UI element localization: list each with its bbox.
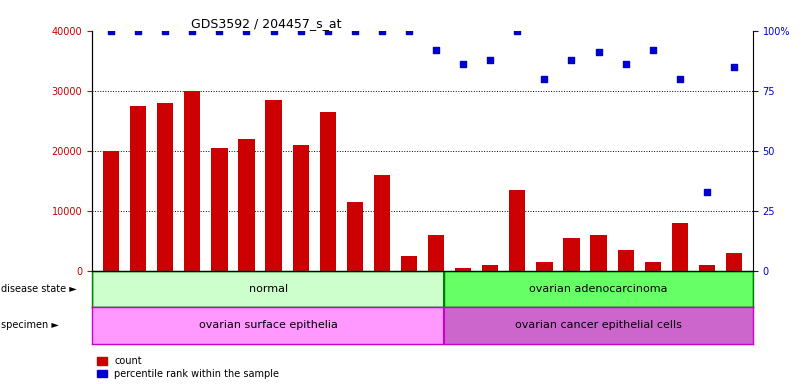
Point: [159, 28, 171, 34]
Bar: [645, 262, 661, 271]
Bar: [265, 100, 282, 271]
Point: [565, 56, 578, 63]
Bar: [184, 91, 200, 271]
Bar: [455, 268, 471, 271]
Text: ovarian cancer epithelial cells: ovarian cancer epithelial cells: [515, 320, 682, 331]
Bar: [92, 307, 445, 344]
Text: normal: normal: [248, 284, 288, 294]
Point: [619, 61, 632, 68]
Point: [646, 47, 659, 53]
Bar: [157, 103, 173, 271]
Point: [484, 56, 497, 63]
Text: ovarian adenocarcinoma: ovarian adenocarcinoma: [529, 284, 668, 294]
Bar: [618, 250, 634, 271]
Text: specimen ►: specimen ►: [1, 320, 58, 331]
Bar: [445, 271, 753, 307]
Bar: [400, 256, 417, 271]
Bar: [537, 262, 553, 271]
Bar: [347, 202, 363, 271]
Point: [376, 28, 388, 34]
Bar: [92, 271, 445, 307]
Legend: count, percentile rank within the sample: count, percentile rank within the sample: [97, 356, 280, 379]
Bar: [445, 307, 753, 344]
Point: [348, 28, 361, 34]
Point: [457, 61, 469, 68]
Point: [213, 28, 226, 34]
Point: [511, 28, 524, 34]
Point: [727, 64, 740, 70]
Text: disease state ►: disease state ►: [1, 284, 77, 294]
Text: GDS3592 / 204457_s_at: GDS3592 / 204457_s_at: [191, 17, 342, 30]
Point: [321, 28, 334, 34]
Text: ovarian surface epithelia: ovarian surface epithelia: [199, 320, 337, 331]
Bar: [482, 265, 498, 271]
Point: [592, 49, 605, 55]
Bar: [726, 253, 742, 271]
Bar: [590, 235, 606, 271]
Bar: [239, 139, 255, 271]
Bar: [374, 175, 390, 271]
Point: [105, 28, 118, 34]
Bar: [672, 223, 688, 271]
Point: [701, 189, 714, 195]
Bar: [563, 238, 580, 271]
Bar: [211, 148, 227, 271]
Point: [403, 28, 416, 34]
Point: [674, 76, 686, 82]
Point: [538, 76, 551, 82]
Bar: [130, 106, 147, 271]
Point: [429, 47, 442, 53]
Point: [268, 28, 280, 34]
Bar: [103, 151, 119, 271]
Point: [240, 28, 253, 34]
Bar: [698, 265, 715, 271]
Point: [294, 28, 307, 34]
Point: [131, 28, 144, 34]
Bar: [428, 235, 445, 271]
Bar: [292, 145, 308, 271]
Bar: [509, 190, 525, 271]
Point: [186, 28, 199, 34]
Bar: [320, 112, 336, 271]
